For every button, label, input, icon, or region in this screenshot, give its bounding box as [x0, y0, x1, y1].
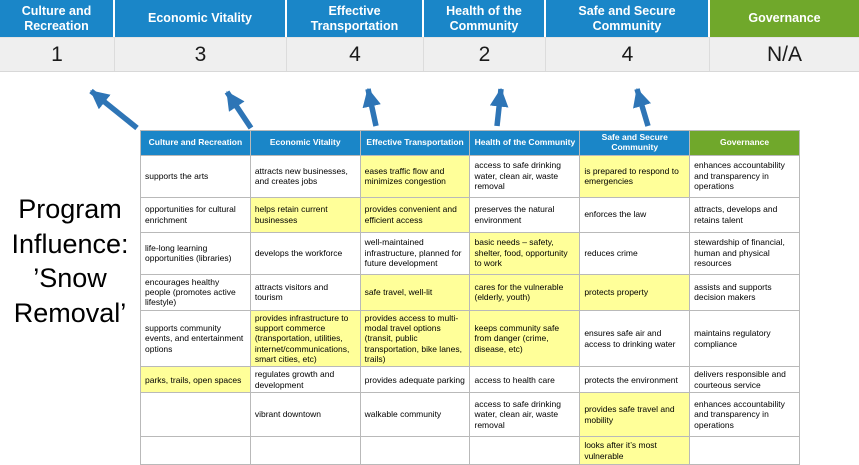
- program-title-line1: Program Influence:: [11, 194, 129, 259]
- matrix-row: encourages healthy people (promotes acti…: [140, 273, 800, 311]
- matrix-cell-highlighted: parks, trails, open spaces: [140, 366, 251, 394]
- matrix-cell-highlighted: provides safe travel and mobility: [579, 392, 691, 438]
- matrix-cell: access to safe drinking water, clean air…: [469, 392, 581, 438]
- matrix-cell-highlighted: helps retain current businesses: [249, 196, 361, 233]
- pillar-header-economic-vitality: Economic Vitality: [115, 0, 287, 37]
- pillar-header-culture-and-recreation: Culture and Recreation: [0, 0, 115, 37]
- matrix-cell: [469, 436, 581, 465]
- matrix-row: parks, trails, open spaces regulates grow…: [140, 366, 800, 394]
- matrix-row: looks after it’s most vulnerable: [140, 436, 800, 465]
- influence-arrow: [633, 87, 651, 127]
- matrix-row: opportunities for cultural enrichment hel…: [140, 196, 800, 233]
- score-culture-and-recreation: 1: [0, 37, 115, 71]
- matrix-cell: supports community events, and entertain…: [140, 309, 251, 368]
- matrix-cell: walkable community: [359, 392, 471, 438]
- pillar-header-effective-transportation: Effective Transportation: [287, 0, 424, 37]
- score-safe-and-secure-community: 4: [546, 37, 710, 71]
- matrix-cell: maintains regulatory compliance: [689, 309, 800, 368]
- matrix-cell: [359, 436, 471, 465]
- matrix-cell-highlighted: safe travel, well-lit: [359, 273, 471, 311]
- matrix-row: vibrant downtown walkable community access…: [140, 392, 800, 438]
- pillar-header-governance: Governance: [710, 0, 859, 37]
- score-governance: N/A: [710, 37, 859, 71]
- matrix-cell: attracts, develops and retains talent: [689, 196, 800, 233]
- matrix-cell-highlighted: is prepared to respond to emergencies: [579, 154, 691, 198]
- matrix-cell: [140, 436, 251, 465]
- influence-arrow: [224, 90, 254, 130]
- matrix-cell: reduces crime: [579, 231, 691, 275]
- score-effective-transportation: 4: [287, 37, 424, 71]
- program-title: Program Influence: ’Snow Removal’: [2, 192, 138, 330]
- matrix-cell: opportunities for cultural enrichment: [140, 196, 251, 233]
- influence-arrow: [89, 88, 139, 131]
- matrix-cell: [249, 436, 361, 465]
- matrix-cell: life-long learning opportunities (librar…: [140, 231, 251, 275]
- matrix-col-header-health-of-the-community: Health of the Community: [469, 130, 581, 156]
- matrix-body: supports the arts attracts new businesses…: [140, 154, 800, 465]
- pillar-header-row: Culture and Recreation Economic Vitality E…: [0, 0, 859, 37]
- influence-arrow: [362, 87, 381, 127]
- matrix-cell-highlighted: provides infrastructure to support comme…: [249, 309, 361, 368]
- matrix-cell-highlighted: keeps community safe from danger (crime,…: [469, 309, 581, 368]
- arrows-layer: [89, 87, 651, 131]
- matrix-cell: develops the workforce: [249, 231, 361, 275]
- matrix-col-header-effective-transportation: Effective Transportation: [359, 130, 471, 156]
- pillar-header-safe-and-secure-community: Safe and Secure Community: [546, 0, 710, 37]
- matrix-cell: access to health care: [469, 366, 581, 394]
- matrix-cell: enhances accountability and transparency…: [689, 154, 800, 198]
- matrix-cell: assists and supports decision makers: [689, 273, 800, 311]
- score-health-of-the-community: 2: [424, 37, 546, 71]
- matrix-cell: regulates growth and development: [249, 366, 361, 394]
- matrix-col-header-safe-and-secure-community: Safe and Secure Community: [579, 130, 691, 156]
- matrix-cell: ensures safe air and access to drinking …: [579, 309, 691, 368]
- matrix-cell-highlighted: cares for the vulnerable (elderly, youth…: [469, 273, 581, 311]
- matrix-row: supports community events, and entertain…: [140, 309, 800, 368]
- matrix-cell: provides adequate parking: [359, 366, 471, 394]
- matrix-cell: access to safe drinking water, clean air…: [469, 154, 581, 198]
- matrix-cell: supports the arts: [140, 154, 251, 198]
- matrix-cell-highlighted: provides access to multi-modal travel op…: [359, 309, 471, 368]
- matrix-cell: vibrant downtown: [249, 392, 361, 438]
- matrix-cell: [689, 436, 800, 465]
- matrix-cell: protects the environment: [579, 366, 691, 394]
- matrix-cell-highlighted: basic needs – safety, shelter, food, opp…: [469, 231, 581, 275]
- score-economic-vitality: 3: [115, 37, 287, 71]
- matrix-col-header-culture-and-recreation: Culture and Recreation: [140, 130, 251, 156]
- matrix-cell-highlighted: looks after it’s most vulnerable: [579, 436, 691, 465]
- matrix-cell: attracts visitors and tourism: [249, 273, 361, 311]
- matrix-cell-highlighted: provides convenient and efficient access: [359, 196, 471, 233]
- matrix-cell: enhances accountability and transparency…: [689, 392, 800, 438]
- matrix-col-header-governance: Governance: [689, 130, 800, 156]
- matrix-cell: delivers responsible and courteous servi…: [689, 366, 800, 394]
- matrix-row: life-long learning opportunities (librar…: [140, 231, 800, 275]
- matrix-row: supports the arts attracts new businesses…: [140, 154, 800, 198]
- program-title-line2: ’Snow Removal’: [13, 263, 127, 328]
- score-row: 1 3 4 2 4 N/A: [0, 37, 859, 72]
- pillar-header-health-of-the-community: Health of the Community: [424, 0, 546, 37]
- matrix-cell: enforces the law: [579, 196, 691, 233]
- matrix-cell-highlighted: eases traffic flow and minimizes congest…: [359, 154, 471, 198]
- matrix-cell: well-maintained infrastructure, planned …: [359, 231, 471, 275]
- matrix-cell: [140, 392, 251, 438]
- matrix-header-row: Culture and Recreation Economic Vitality E…: [140, 130, 800, 156]
- matrix-cell: attracts new businesses, and creates job…: [249, 154, 361, 198]
- matrix-cell-highlighted: protects property: [579, 273, 691, 311]
- matrix-cell: encourages healthy people (promotes acti…: [140, 273, 251, 311]
- matrix-col-header-economic-vitality: Economic Vitality: [249, 130, 361, 156]
- matrix-cell: preserves the natural environment: [469, 196, 581, 233]
- influence-matrix: Culture and Recreation Economic Vitality E…: [140, 130, 800, 465]
- matrix-cell: stewardship of financial, human and phys…: [689, 231, 800, 275]
- influence-arrow: [489, 87, 509, 127]
